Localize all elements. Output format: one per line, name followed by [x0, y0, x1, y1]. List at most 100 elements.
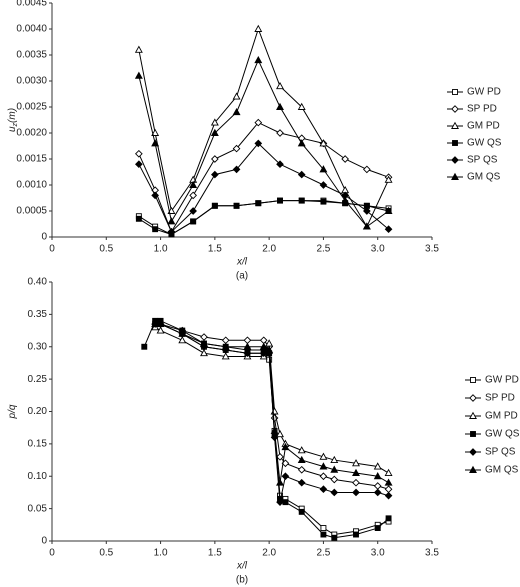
- marker: [189, 191, 197, 200]
- x-tick-label: 2.5: [316, 244, 330, 255]
- y-axis-label: uz(m): [7, 108, 20, 132]
- marker: [200, 339, 208, 347]
- legend-marker: [470, 377, 476, 383]
- marker: [353, 531, 359, 538]
- legend-marker: [451, 121, 459, 129]
- marker: [330, 455, 339, 464]
- marker: [232, 92, 241, 100]
- legend-marker: [469, 394, 477, 402]
- marker: [134, 71, 143, 79]
- x-tick-label: 0.5: [99, 244, 113, 255]
- marker: [320, 525, 327, 531]
- x-tick-label: 1.5: [208, 548, 222, 559]
- marker: [319, 165, 328, 173]
- marker: [384, 206, 393, 214]
- marker: [151, 191, 159, 200]
- marker: [276, 452, 284, 461]
- legend-label: SP PD: [485, 393, 515, 404]
- x-axis-label: x/l: [236, 561, 248, 572]
- legend-marker: [452, 89, 458, 95]
- marker: [330, 475, 339, 484]
- marker: [298, 508, 305, 515]
- marker: [270, 433, 279, 442]
- marker: [151, 139, 160, 147]
- y-tick-label: 0.0005: [16, 206, 47, 217]
- x-tick-label: 0: [49, 244, 55, 255]
- y-tick-label: 0: [41, 536, 47, 547]
- marker: [297, 465, 306, 474]
- y-axis-label-part: p/q: [7, 404, 18, 419]
- marker: [384, 478, 393, 486]
- y-tick-label: 0.0045: [16, 0, 47, 9]
- marker: [276, 102, 284, 110]
- marker: [270, 426, 279, 434]
- y-tick-label: 0.0035: [16, 50, 47, 61]
- marker: [297, 446, 306, 454]
- y-tick-label: 0.30: [28, 341, 48, 352]
- legend-label: SP QS: [467, 155, 498, 166]
- marker: [281, 442, 290, 451]
- marker: [297, 139, 306, 147]
- marker: [363, 207, 371, 215]
- marker: [281, 472, 290, 481]
- marker: [319, 181, 328, 189]
- marker: [233, 202, 240, 209]
- marker: [276, 81, 284, 90]
- marker: [221, 336, 230, 345]
- y-tick-label: 0.35: [28, 309, 48, 320]
- marker: [373, 488, 382, 497]
- x-tick-label: 3.0: [371, 548, 385, 559]
- legend-label: GM PD: [485, 411, 518, 422]
- marker: [167, 217, 176, 225]
- series-line: [138, 142, 389, 233]
- marker: [330, 488, 339, 497]
- marker: [330, 465, 339, 473]
- marker: [319, 452, 328, 460]
- marker: [362, 222, 371, 230]
- marker: [373, 482, 382, 490]
- marker: [384, 225, 393, 234]
- y-tick-label: 0.40: [28, 277, 48, 288]
- marker: [320, 198, 327, 205]
- marker: [297, 102, 306, 110]
- marker: [374, 525, 381, 531]
- marker: [200, 333, 208, 341]
- legend-marker: [470, 431, 476, 437]
- marker: [297, 170, 306, 179]
- series-line: [138, 200, 389, 235]
- marker: [255, 200, 262, 207]
- marker: [141, 343, 148, 350]
- marker: [232, 107, 241, 116]
- caption: (a): [236, 271, 248, 282]
- marker: [385, 515, 392, 522]
- marker: [276, 129, 284, 137]
- legend-marker: [469, 465, 477, 473]
- marker: [297, 455, 306, 464]
- legend-marker: [452, 140, 458, 146]
- marker: [259, 342, 268, 350]
- x-tick-label: 2.0: [262, 244, 276, 255]
- marker: [373, 472, 382, 480]
- marker: [243, 336, 252, 345]
- marker: [320, 531, 327, 538]
- legend-label: GW PD: [485, 375, 519, 386]
- x-tick-label: 2.0: [262, 548, 276, 559]
- y-axis-label-part: (m): [7, 108, 18, 123]
- y-tick-label: 0.25: [28, 374, 48, 385]
- marker: [221, 342, 230, 350]
- legend-label: GW QS: [485, 429, 520, 440]
- x-tick-label: 1.0: [154, 548, 168, 559]
- series-line: [138, 200, 389, 235]
- legend-marker: [451, 156, 459, 164]
- marker: [151, 128, 160, 136]
- marker: [156, 319, 165, 328]
- marker: [384, 468, 393, 476]
- marker: [254, 55, 263, 64]
- y-tick-label: 0.0020: [16, 128, 47, 139]
- legend-label: GW QS: [467, 138, 502, 149]
- marker: [243, 349, 252, 358]
- marker: [167, 227, 176, 236]
- marker: [135, 160, 143, 169]
- marker: [210, 118, 219, 126]
